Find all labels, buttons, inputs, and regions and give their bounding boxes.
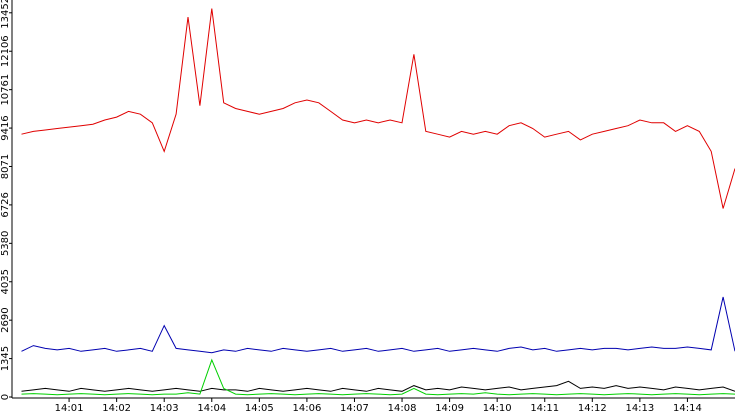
y-tick-label: 4035 (0, 269, 11, 294)
y-tick-label: 1345 (0, 346, 11, 371)
y-tick-label: 5380 (0, 231, 11, 256)
series-line (21, 8, 735, 209)
x-tick-label: 14:03 (150, 403, 179, 414)
x-tick-label: 14:06 (292, 403, 321, 414)
y-tick-label: 13452 (0, 0, 11, 29)
x-tick-label: 14:01 (55, 403, 84, 414)
x-tick-label: 14:14 (673, 403, 702, 414)
series-line (21, 296, 735, 354)
x-tick-label: 14:08 (388, 403, 417, 414)
y-tick-label: 2690 (0, 307, 11, 332)
y-tick-label: 6726 (0, 192, 11, 217)
y-tick-label: 10761 (0, 74, 11, 106)
x-tick-label: 14:05 (245, 403, 274, 414)
x-tick-label: 14:07 (340, 403, 369, 414)
x-tick-label: 14:12 (578, 403, 607, 414)
x-tick-label: 14:04 (197, 403, 226, 414)
x-tick-label: 14:10 (483, 403, 512, 414)
x-tick-label: 14:02 (102, 403, 131, 414)
x-tick-label: 14:11 (530, 403, 559, 414)
series-line (21, 380, 735, 392)
x-tick-label: 14:09 (435, 403, 464, 414)
x-tick-label: 14:13 (625, 403, 654, 414)
y-tick-label: 9416 (0, 115, 11, 140)
y-tick-label: 0 (0, 394, 11, 400)
y-tick-label: 8071 (0, 154, 11, 179)
series-line (21, 358, 735, 396)
y-tick-label: 12106 (0, 35, 11, 67)
